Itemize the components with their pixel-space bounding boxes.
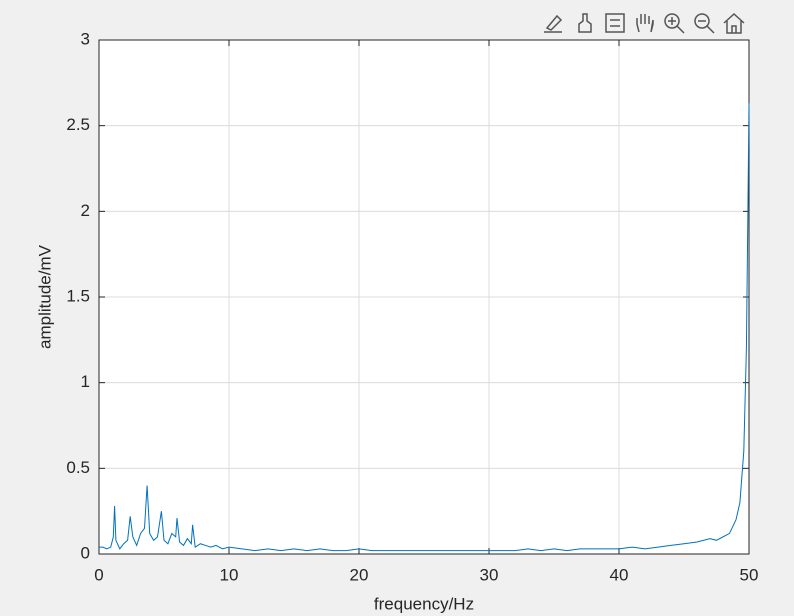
toolbar-edit[interactable] (544, 14, 563, 33)
toolbar-brush[interactable] (578, 13, 592, 33)
y-tick-label: 0.5 (66, 458, 90, 477)
toolbar-zoom-in[interactable] (664, 13, 685, 34)
x-tick-label: 20 (350, 565, 369, 584)
x-tick-label: 40 (610, 565, 629, 584)
y-tick-label: 2 (81, 201, 90, 220)
y-tick-label: 3 (81, 29, 90, 48)
toolbar-zoom-out[interactable] (694, 13, 715, 34)
x-tick-label: 30 (480, 565, 499, 584)
data-line (99, 103, 750, 552)
y-tick-label: 2.5 (66, 115, 90, 134)
toolbar-home[interactable] (723, 12, 745, 34)
toolbar-pan[interactable] (636, 14, 654, 33)
y-tick-label: 1 (81, 372, 90, 391)
y-tick-label: 1.5 (66, 286, 90, 305)
x-tick-label: 10 (220, 565, 239, 584)
toolbar[interactable] (544, 12, 745, 34)
toolbar-legend[interactable] (605, 13, 625, 33)
y-tick-label: 0 (81, 543, 90, 562)
x-tick-label: 0 (94, 565, 103, 584)
x-tick-label: 50 (740, 565, 759, 584)
y-axis-label: amplitude/mV (35, 244, 54, 349)
x-axis-label: frequency/Hz (374, 594, 474, 613)
axes-box (98, 39, 750, 555)
